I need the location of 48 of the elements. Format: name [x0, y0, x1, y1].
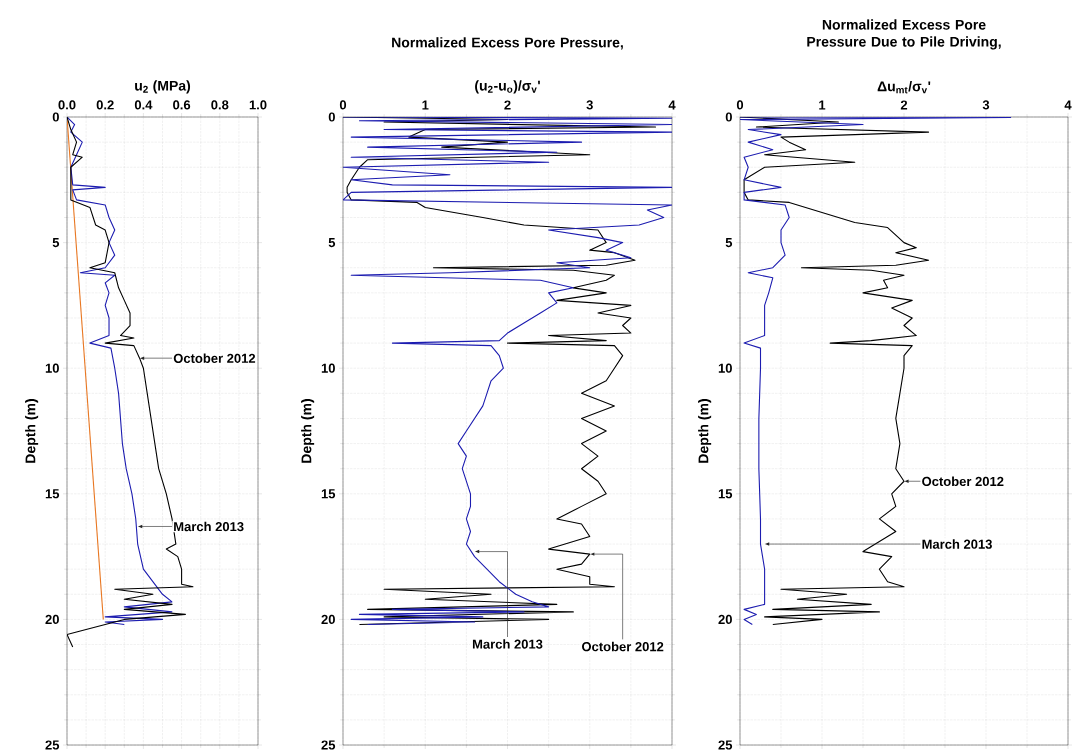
x-tick-label: 3	[586, 100, 593, 110]
y-tick-label: 25	[718, 740, 733, 750]
y-tick-label: 5	[52, 238, 60, 248]
y-tick-label: 0	[52, 112, 59, 122]
y-tick-label: 5	[328, 238, 336, 248]
x-tick-label: 1	[819, 100, 826, 110]
x-tick-label: 4	[668, 100, 676, 110]
y-tick-label: 10	[45, 363, 59, 373]
x-tick-label: 1.0	[249, 100, 267, 110]
x-tick-label: 0	[339, 100, 347, 110]
y-tick-label: 10	[321, 363, 335, 373]
x-tick-label: 3	[982, 100, 990, 110]
y-tick-label: 20	[321, 614, 335, 625]
x-tick-label: 0.0	[58, 100, 76, 110]
x-tick-label: 4	[1064, 100, 1072, 110]
annotation: October 2012	[582, 641, 664, 652]
chart-title: Normalized Excess Pore Pressure Due to Pile Driving,	[807, 19, 1001, 50]
annotation: March 2013	[472, 639, 543, 649]
y-axis-title: Depth (m)	[25, 399, 39, 463]
annotation: March 2013	[174, 521, 244, 532]
x-tick-label: 0.6	[173, 100, 191, 110]
y-tick-label: 20	[718, 614, 732, 625]
y-tick-label: 5	[725, 238, 733, 248]
y-tick-label: 20	[45, 614, 59, 625]
x-tick-label: 0	[736, 100, 744, 110]
annotation: October 2012	[173, 353, 256, 363]
y-tick-label: 10	[718, 363, 732, 373]
y-tick-label: 15	[718, 489, 733, 499]
y-tick-label: 0	[725, 112, 732, 122]
y-tick-label: 25	[321, 740, 336, 750]
x-axis-title: Δu$_{mt}$/σ$_{v}$'	[877, 81, 931, 94]
y-tick-label: 15	[321, 489, 336, 499]
x-tick-label: 1	[422, 100, 429, 110]
y-tick-label: 15	[45, 489, 60, 499]
x-tick-label: 0.8	[211, 100, 229, 110]
annotation: October 2012	[922, 476, 1004, 487]
x-tick-label: 0.2	[96, 100, 114, 110]
x-axis-title: u$_{2}$ (MPa)	[135, 80, 191, 94]
x-tick-label: 2	[900, 100, 908, 110]
chart-title: Normalized Excess Pore Pressure,	[392, 37, 623, 50]
annotation: March 2013	[922, 539, 992, 549]
x-tick-label: 2	[504, 100, 511, 110]
y-axis-title: Depth (m)	[698, 399, 712, 463]
x-axis-title: (u$_{2}$-u$_{o}$)/σ$_{v}$'	[475, 80, 540, 94]
y-tick-label: 25	[45, 740, 60, 750]
y-axis-title: Depth (m)	[301, 399, 315, 463]
x-tick-label: 0.4	[134, 100, 153, 110]
y-tick-label: 0	[328, 112, 335, 122]
